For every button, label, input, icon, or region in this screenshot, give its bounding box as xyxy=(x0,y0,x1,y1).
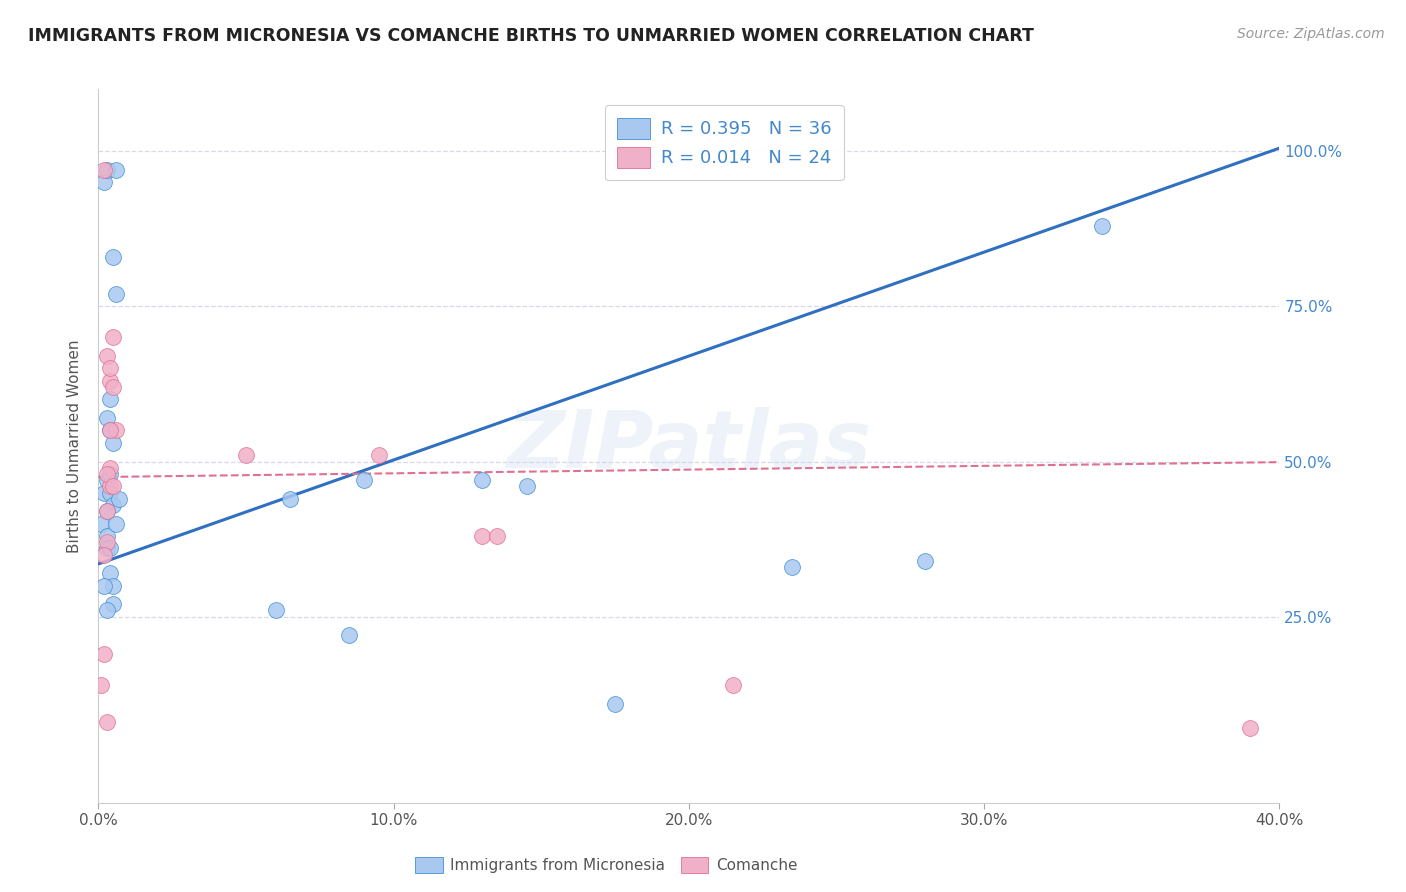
Point xyxy=(103,330,125,344)
Point xyxy=(105,162,128,177)
Point xyxy=(98,374,121,388)
Point xyxy=(103,250,125,264)
Point xyxy=(96,504,118,518)
Point xyxy=(98,566,121,581)
Point xyxy=(96,529,118,543)
Point xyxy=(96,715,118,730)
Point xyxy=(98,460,121,475)
Point xyxy=(103,436,125,450)
Y-axis label: Births to Unmarried Women: Births to Unmarried Women xyxy=(67,339,83,553)
Legend: Immigrants from Micronesia, Comanche: Immigrants from Micronesia, Comanche xyxy=(408,849,804,880)
Point xyxy=(486,529,509,543)
Point xyxy=(90,516,112,531)
Point xyxy=(96,504,118,518)
Point xyxy=(96,473,118,487)
Point xyxy=(93,175,115,189)
Point xyxy=(96,535,118,549)
Point xyxy=(93,485,115,500)
Point xyxy=(914,554,936,568)
Point xyxy=(471,529,494,543)
Point xyxy=(103,579,125,593)
Point xyxy=(278,491,302,506)
Point xyxy=(96,349,118,363)
Point xyxy=(98,485,121,500)
Point xyxy=(723,678,745,692)
Point xyxy=(98,467,121,481)
Point xyxy=(98,392,121,407)
Point xyxy=(471,473,494,487)
Point xyxy=(96,162,118,177)
Point xyxy=(103,479,125,493)
Point xyxy=(103,597,125,611)
Point xyxy=(96,541,118,556)
Point xyxy=(605,697,627,711)
Point xyxy=(98,541,121,556)
Point xyxy=(108,491,131,506)
Point xyxy=(105,516,128,531)
Point xyxy=(93,579,115,593)
Point xyxy=(103,498,125,512)
Point xyxy=(90,678,112,692)
Point xyxy=(264,603,287,617)
Point xyxy=(1091,219,1114,233)
Point xyxy=(235,448,257,462)
Point xyxy=(98,424,121,438)
Point xyxy=(1239,722,1261,736)
Point xyxy=(105,287,128,301)
Point xyxy=(96,411,118,425)
Point xyxy=(353,473,375,487)
Point xyxy=(98,361,121,376)
Text: Source: ZipAtlas.com: Source: ZipAtlas.com xyxy=(1237,27,1385,41)
Point xyxy=(103,380,125,394)
Point xyxy=(368,448,391,462)
Point xyxy=(515,479,537,493)
Point xyxy=(105,424,128,438)
Point xyxy=(782,560,804,574)
Point xyxy=(93,548,115,562)
Text: IMMIGRANTS FROM MICRONESIA VS COMANCHE BIRTHS TO UNMARRIED WOMEN CORRELATION CHA: IMMIGRANTS FROM MICRONESIA VS COMANCHE B… xyxy=(28,27,1033,45)
Point xyxy=(98,424,121,438)
Point xyxy=(93,647,115,661)
Point xyxy=(93,162,115,177)
Point xyxy=(339,628,360,642)
Point xyxy=(96,603,118,617)
Point xyxy=(98,479,121,493)
Point xyxy=(96,467,118,481)
Text: ZIPatlas: ZIPatlas xyxy=(506,407,872,485)
